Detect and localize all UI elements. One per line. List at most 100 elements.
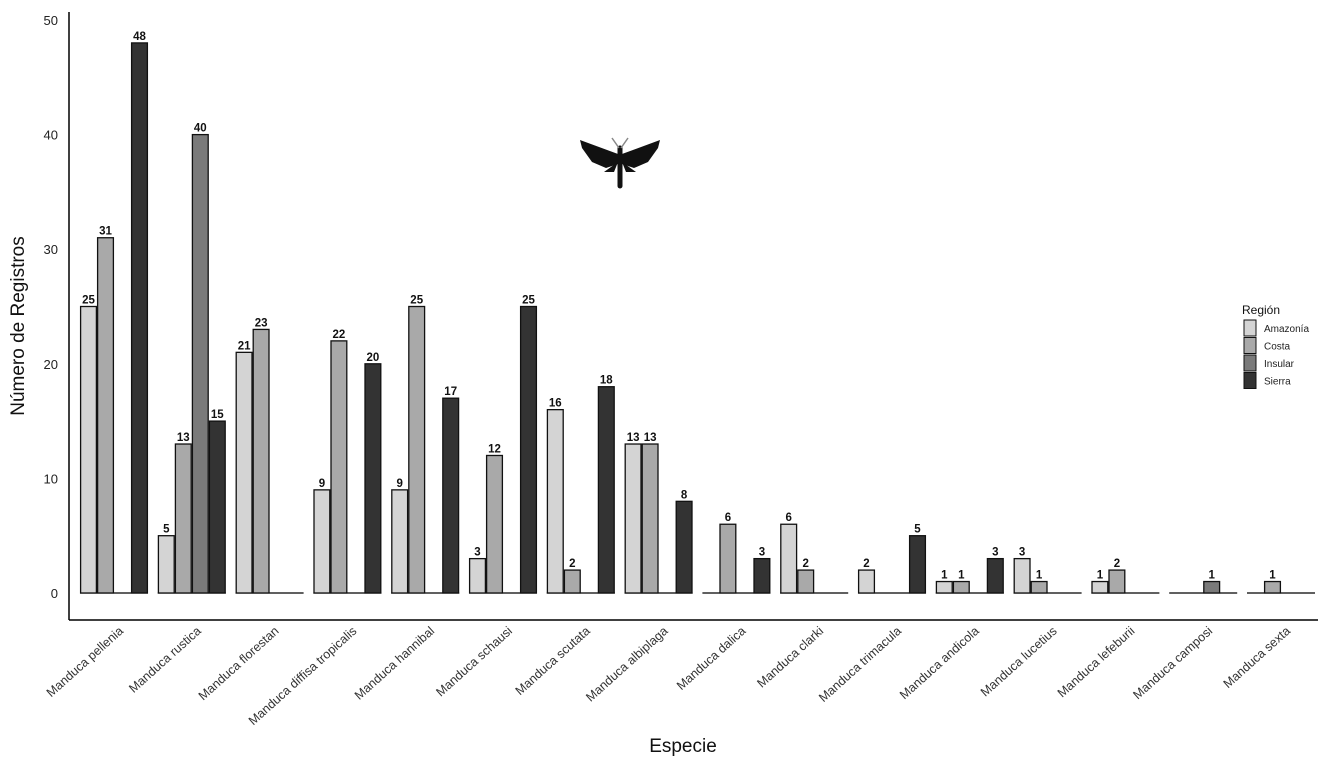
moth-silhouette-icon [580,137,660,189]
x-axis-title: Especie [649,736,717,757]
bar [208,420,226,594]
x-tick-label: Manduca pellenia [44,624,126,700]
data-label: 23 [255,317,268,329]
bar [1030,580,1048,594]
bar [1203,580,1221,594]
bar [442,397,460,594]
legend-swatch [1243,319,1257,337]
data-label: 40 [194,123,207,135]
bar [546,408,564,594]
bar [624,443,642,594]
bar [908,535,927,594]
data-label: 5 [163,524,170,536]
data-label: 13 [177,432,190,444]
data-label: 5 [914,524,921,536]
data-label: 1 [958,570,965,582]
axes [68,12,1318,621]
data-label: 15 [211,409,224,421]
bar [1091,580,1109,594]
data-label: 2 [1114,558,1120,570]
bar [563,569,581,594]
data-label: 13 [627,432,640,444]
x-tick-label: Manduca scutata [513,624,593,698]
data-label: 2 [802,558,808,570]
x-tick-label: Manduca hannibal [352,624,437,703]
data-label: 1 [941,570,948,582]
x-tick-label: Manduca rustica [126,624,204,696]
bar [485,454,504,594]
x-tick-label: Manduca sexta [1221,624,1293,691]
data-label: 1 [1036,570,1043,582]
y-axis-title: Número de Registros [8,236,29,416]
bar [519,305,538,594]
data-label: 9 [319,478,325,490]
legend-entry: Costa [1264,342,1291,353]
bar [191,133,209,594]
x-tick-label: Manduca andicola [897,624,982,702]
data-label: 22 [333,329,346,341]
bar [96,237,115,594]
bar [753,557,771,594]
data-label: 12 [488,443,501,455]
legend-entry: Insular [1264,359,1295,370]
data-label: 3 [1019,547,1025,559]
bar [252,328,270,594]
bars [79,42,1315,594]
data-label: 31 [99,226,112,238]
x-tick-label: Manduca dalica [674,624,748,693]
legend-entry: Amazonía [1264,324,1309,335]
data-label: 1 [1269,570,1276,582]
bar [157,535,175,594]
bar [935,580,953,594]
y-tick-label: 0 [51,586,58,601]
y-tick-label: 10 [44,471,58,486]
bar [235,351,253,594]
data-label: 9 [396,478,402,490]
x-tick-label: Manduca schausi [433,624,515,699]
bar [1263,580,1282,594]
bar [364,363,382,594]
x-tick-label: Manduca camposi [1130,624,1215,702]
bar [780,523,798,594]
data-label: 3 [474,547,480,559]
data-label: 1 [1097,570,1104,582]
legend-swatch [1243,372,1257,389]
data-label: 2 [569,558,575,570]
y-tick-label: 30 [44,242,58,257]
legend-swatch [1243,354,1257,372]
data-label: 48 [133,31,146,43]
bar [675,500,693,594]
bar [330,340,348,594]
x-tick-label: Manduca albiplaga [583,624,670,705]
data-label: 25 [410,295,423,307]
data-label: 1 [1208,570,1215,582]
data-label: 21 [238,340,251,352]
data-label: 8 [681,489,688,501]
data-label: 25 [522,295,535,307]
bar [130,42,149,594]
data-label: 3 [992,547,998,559]
legend-entry: Sierra [1264,377,1291,388]
x-tick-label: Manduca trimacula [816,624,904,705]
bar [641,443,659,594]
bar [174,443,192,594]
legend-swatch [1243,337,1257,354]
bar [468,557,487,594]
bar [857,569,876,594]
data-label: 6 [725,512,731,524]
data-label: 16 [549,398,562,410]
legend: Región Amazonía Costa Insular Sierra [1242,303,1309,389]
x-tick-label: Manduca lefeburii [1055,624,1138,700]
legend-title: Región [1242,303,1280,317]
data-label: 18 [600,375,613,387]
data-label: 13 [644,432,657,444]
y-tick-label: 20 [44,357,58,372]
bar [797,569,815,594]
bar [313,489,331,594]
y-ticks: 0 10 20 30 40 50 [44,13,58,601]
bar [79,305,98,594]
x-tick-label: Manduca florestan [196,624,282,703]
